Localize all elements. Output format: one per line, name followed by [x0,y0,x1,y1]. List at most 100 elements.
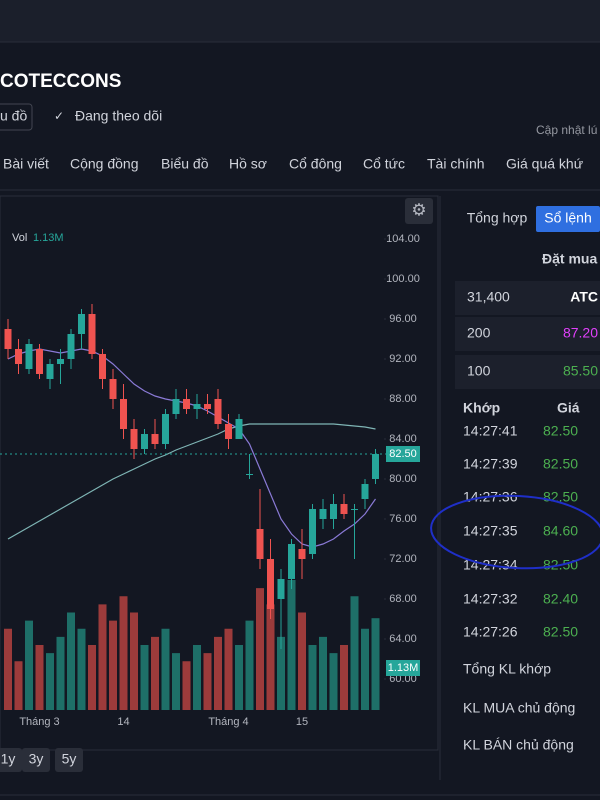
volume-label: 1.13M [388,662,419,674]
volume-bar [151,636,159,710]
candle-body [235,419,243,439]
x-tick-label: 15 [296,716,308,728]
check-icon: ✓ [54,109,64,123]
bid-row [455,317,600,351]
summary-label: Tổng KL khớp [463,661,551,677]
nav-tab[interactable]: Bài viết [3,156,49,172]
candle-body [256,529,264,559]
y-tick-label: 68.00 [389,593,417,605]
volume-bar [235,645,243,710]
candle-body [151,434,159,444]
trade-header: Giá [557,400,580,416]
chart-button-label[interactable]: u đồ [0,108,27,124]
candle-body [372,454,379,479]
nav-tab[interactable]: Hồ sơ [229,156,267,172]
volume-bar [371,618,380,710]
nav-tab[interactable]: Tài chính [427,156,485,172]
candle-body [277,579,285,599]
candle-body [109,379,117,399]
range-label[interactable]: 3y [29,751,44,767]
range-button[interactable] [0,748,22,772]
candle-body [183,399,190,409]
volume-bar [298,612,306,710]
candle-body [141,434,148,449]
volume-bar [35,645,44,710]
volume-bar [119,596,128,710]
settings-button[interactable] [405,198,433,224]
x-tick-label: Tháng 3 [19,716,59,728]
candle-body [319,509,327,519]
nav-tab[interactable]: Cộng đồng [70,156,139,172]
trade-price: 82.50 [543,423,578,439]
candle-body [214,399,222,424]
candle-body [15,349,22,364]
nav-tab[interactable]: Cổ tức [363,156,405,172]
volume-bar [98,604,107,710]
x-tick-label: 14 [117,716,129,728]
bid-row [455,355,600,389]
candle-body [246,474,253,475]
bid-volume: 100 [467,363,491,379]
settings-icon[interactable]: ⚙ [411,200,426,219]
range-label[interactable]: 5y [62,751,77,767]
trade-time: 14:27:26 [463,624,518,640]
candle-body [193,404,201,409]
trade-price: 82.50 [543,456,578,472]
trade-price: 82.40 [543,591,578,607]
vol-name: Vol [12,232,27,244]
volume-bar [340,645,348,710]
candle-body [351,509,358,510]
volume-bar [14,661,23,710]
trade-time: 14:27:39 [463,456,518,472]
y-tick-label: 84.00 [389,433,417,445]
volume-bar [172,653,180,710]
volume-bar [4,628,12,710]
y-tick-label: 76.00 [389,513,417,525]
volume-bar [224,628,233,710]
tab-active[interactable] [536,206,600,232]
bid-price: ATC [570,289,598,305]
summary-label: KL MUA chủ động [463,700,575,716]
trade-time: 14:27:32 [463,591,518,607]
volume-bar [277,636,285,710]
nav-tab[interactable]: Cổ đông [289,156,342,172]
candle-body [78,314,85,334]
book-tab[interactable]: Tổng hợp [467,210,528,226]
volume-bar [56,636,65,710]
trade-time: 14:27:35 [463,523,518,539]
follow-button[interactable]: Đang theo dõi [75,108,162,124]
volume-bar [245,620,254,710]
range-button[interactable] [22,748,50,772]
candle-body [4,329,12,349]
nav-tab[interactable]: Biểu đồ [161,156,209,172]
volume-bar [308,645,317,710]
nav-tab[interactable]: Giá quá khứ [506,156,583,172]
range-label[interactable]: 1y [1,751,16,767]
candle-body [46,364,54,379]
y-tick-label: 64.00 [389,633,417,645]
volume-bar [88,645,96,710]
range-button[interactable] [55,748,83,772]
trade-header: Khớp [463,400,500,416]
book-tab[interactable]: Sổ lệnh [544,210,591,226]
volume-bar [130,612,138,710]
y-tick-label: 100.00 [386,273,420,285]
annotation-circle [430,494,600,570]
candle-body [225,424,232,439]
y-tick-label: 72.00 [389,553,417,565]
volume-bar [193,645,201,710]
candle-body [67,334,75,359]
bid-volume: 31,400 [467,289,510,305]
bid-price: 85.50 [563,363,598,379]
volume-bar [109,620,117,710]
candle-body [330,504,337,519]
last-price-label: 82.50 [389,448,417,460]
chart-button[interactable] [0,103,33,131]
candle-body [204,404,211,409]
candle-body [99,354,106,379]
candle-body [57,359,64,364]
volume-bar [182,661,191,710]
candle-body [120,399,127,429]
volume-bar [77,628,86,710]
